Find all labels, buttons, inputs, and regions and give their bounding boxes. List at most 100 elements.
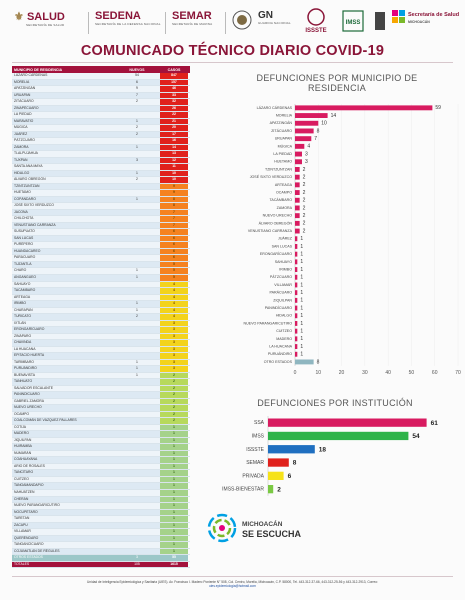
data-label: 1 xyxy=(300,321,303,327)
cell-casos: 22 xyxy=(160,112,188,118)
cell-nuevos xyxy=(114,242,160,248)
eagle-icon: ⚜ xyxy=(14,11,24,23)
data-label: 8 xyxy=(317,128,320,134)
table-row: ÁLVARO OBREGÓN 2 10 xyxy=(12,177,190,184)
category-label: ARTEAGA xyxy=(275,183,293,187)
cell-nuevos xyxy=(114,450,160,457)
logo-gn: GN GUARDIA NACIONAL xyxy=(258,10,291,25)
bar xyxy=(268,471,284,480)
table-row: MORELIA 6 157 xyxy=(12,79,190,87)
table-row: MÚGICA 2 20 xyxy=(12,125,190,132)
table-row: MARAVATÍO 1 21 xyxy=(12,118,190,126)
header-municipio: MUNICIPIO DE RESIDENCIA xyxy=(14,67,63,72)
footer-address: Unidad de Inteligencia Epidemiológica y … xyxy=(0,580,465,588)
x-tick-label: 60 xyxy=(432,370,438,376)
cell-municipio: VENUSTIANO CARRANZA xyxy=(12,222,114,229)
cell-nuevos xyxy=(114,411,160,418)
category-label: ZIQUILPAN xyxy=(273,298,292,302)
brand-bottom-text: SE ESCUCHA xyxy=(242,529,302,539)
cell-municipio: LA PIEDAD xyxy=(12,112,114,118)
cell-municipio: CHILCHOTA xyxy=(12,216,114,222)
table-row: IRIMBO 1 4 xyxy=(12,301,190,308)
data-label: 3 xyxy=(305,159,308,165)
table-row: TANHUATO 2 xyxy=(12,379,190,386)
cell-municipio: HUETAMO xyxy=(12,190,114,196)
bar xyxy=(295,321,298,326)
data-label: 14 xyxy=(331,113,337,119)
cell-municipio: ZINAPÉCUARO xyxy=(12,105,114,112)
deaths-municipality-title-line2: RESIDENCIA xyxy=(307,83,366,93)
cell-casos: 3 xyxy=(160,359,188,366)
table-row: OTROS ESTADOS 3 55 xyxy=(12,555,190,562)
cell-municipio: ZINÁPARO xyxy=(12,333,114,340)
x-tick-label: 20 xyxy=(339,370,345,376)
table-row: HUANDACAREO 6 xyxy=(12,248,190,256)
cell-casos: 3 xyxy=(160,333,188,340)
cell-municipio: LA HUACANA xyxy=(12,346,114,353)
category-label: PURUÁNDIRO xyxy=(268,352,292,356)
category-label: TZINTZUNTZAN xyxy=(265,167,292,171)
table-row: ZINAPÉCUARO 26 xyxy=(12,105,190,113)
cell-nuevos xyxy=(114,248,160,255)
cell-nuevos xyxy=(114,353,160,359)
table-row: SALVADOR ESCALANTE 2 xyxy=(12,385,190,393)
data-label: 2 xyxy=(303,205,306,211)
cell-nuevos xyxy=(114,209,160,216)
table-row: CHAVINDA 3 xyxy=(12,340,190,347)
cell-municipio: CUITZEO xyxy=(12,476,114,483)
bar xyxy=(295,182,300,188)
bar xyxy=(295,336,298,342)
bar xyxy=(295,244,298,249)
cell-casos: 7 xyxy=(160,216,188,222)
cell-casos: 1 xyxy=(160,503,188,509)
cell-casos: 1 xyxy=(160,542,188,548)
table-row: TACÁMBARO 4 xyxy=(12,288,190,295)
cell-municipio: MADERO xyxy=(12,431,114,437)
cell-casos: 1 xyxy=(160,516,188,522)
cell-municipio: HUIRAMBA xyxy=(12,444,114,450)
x-tick-label: 30 xyxy=(362,370,368,376)
cell-nuevos xyxy=(114,320,160,327)
category-label: HIDALGO xyxy=(276,314,292,318)
cell-nuevos: 1 xyxy=(114,144,160,151)
table-row: LA HUACANA 3 xyxy=(12,346,190,354)
bar xyxy=(295,351,298,357)
brand-top-text: MICHOACÁN xyxy=(242,519,283,528)
bar xyxy=(295,220,300,226)
cell-municipio: SAHUAYO xyxy=(12,281,114,288)
cell-casos: 2 xyxy=(160,392,188,398)
logo-issste: ISSSTE xyxy=(298,8,334,39)
category-label: PANINDÍCUARO xyxy=(265,306,292,310)
table-row: PÁTZCUARO 16 xyxy=(12,138,190,145)
cell-nuevos xyxy=(114,222,160,229)
cell-casos: 4 xyxy=(160,288,188,294)
table-row: ZAMORA 1 14 xyxy=(12,144,190,152)
data-label: 2 xyxy=(303,167,306,173)
cell-nuevos xyxy=(114,288,160,294)
logo-coat xyxy=(374,10,386,37)
category-label: SEMAR xyxy=(246,460,264,466)
cell-casos: 4 xyxy=(160,281,188,288)
x-tick-label: 0 xyxy=(294,370,297,376)
cell-nuevos: 1 xyxy=(114,170,160,177)
cell-nuevos xyxy=(114,235,160,242)
table-totals-row: TOTALES 105 1615 xyxy=(12,561,190,569)
table-row: PANINDÍCUARO 2 xyxy=(12,392,190,399)
cell-casos: 4 xyxy=(160,314,188,320)
cell-casos: 1 xyxy=(160,535,188,542)
table-row: TARÍMBARO 1 3 xyxy=(12,359,190,367)
cell-municipio: PÁTZCUARO xyxy=(12,138,114,144)
table-row: ARIO DE ROSALES 1 xyxy=(12,463,190,471)
cell-municipio: SANTA ANA MAYA xyxy=(12,164,114,170)
cell-municipio: OCAMPO xyxy=(12,411,114,418)
data-label: 1 xyxy=(300,275,303,281)
cell-municipio: TLALPUJAHUA xyxy=(12,151,114,157)
cell-nuevos xyxy=(114,281,160,288)
data-label: 1 xyxy=(300,305,303,311)
cell-nuevos: 9 xyxy=(114,86,160,92)
cell-municipio: CHERÁN xyxy=(12,496,114,503)
cell-nuevos: 2 xyxy=(114,131,160,138)
cell-nuevos xyxy=(114,392,160,398)
cell-casos: 4 xyxy=(160,307,188,314)
table-row: SAHUAYO 4 xyxy=(12,281,190,289)
